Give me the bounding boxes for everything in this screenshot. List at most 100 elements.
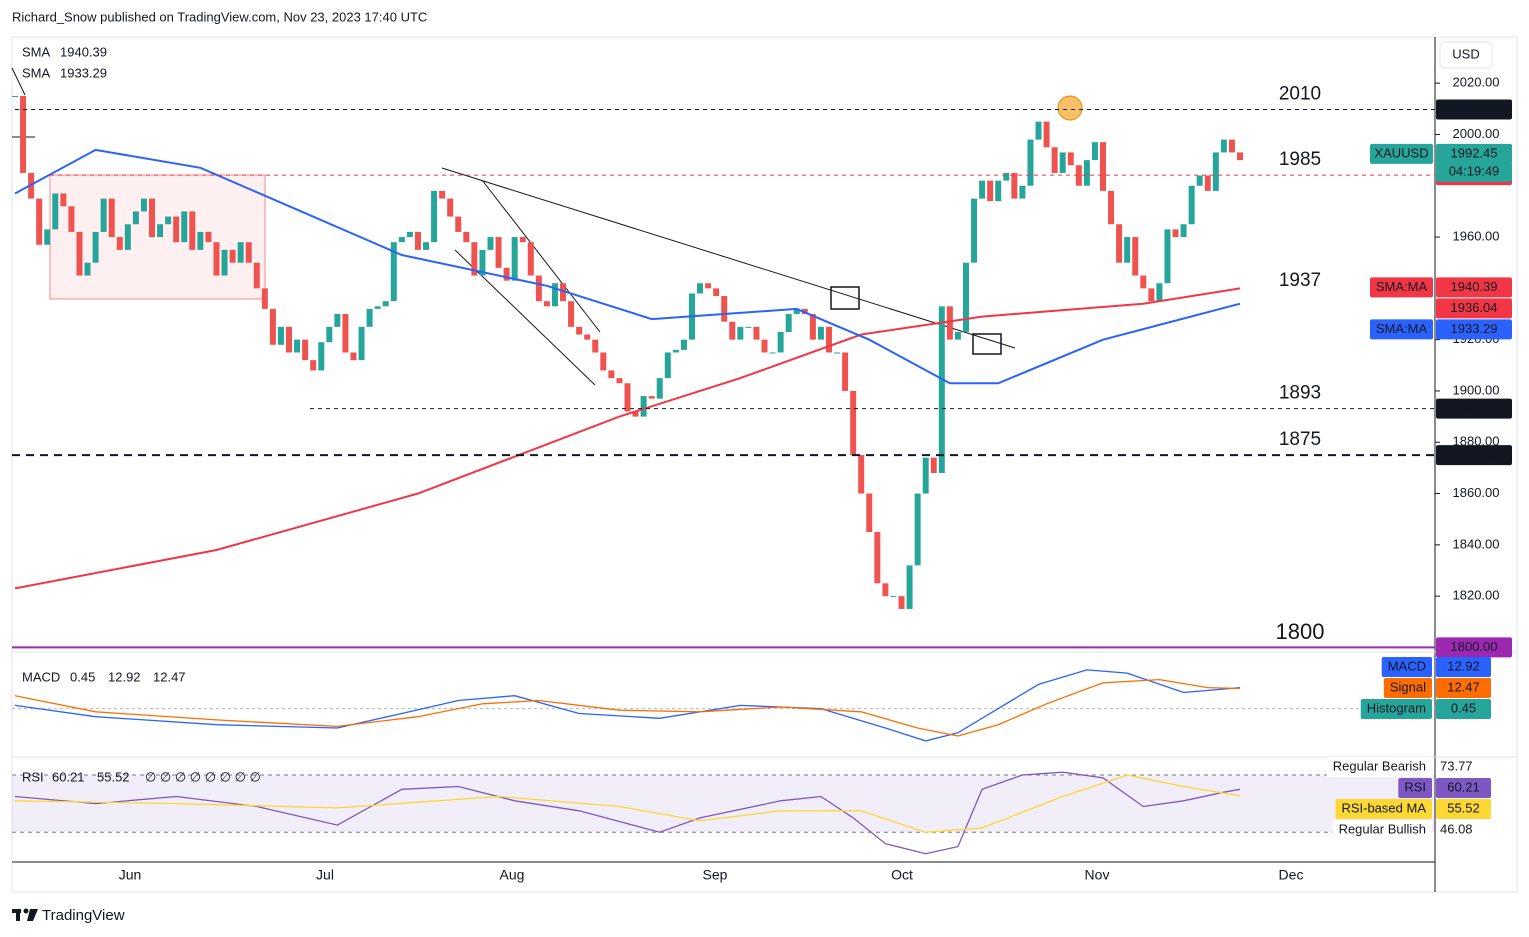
y-tick-label: 1900.00 <box>1453 382 1500 397</box>
candle <box>1220 139 1227 153</box>
candle <box>261 288 268 309</box>
candle <box>858 455 865 494</box>
badge-name: MACD <box>1388 658 1426 673</box>
legend-value: 60.21 <box>52 769 85 784</box>
candle <box>850 390 857 456</box>
badge-bg <box>1335 799 1432 819</box>
trend-line <box>11 67 26 96</box>
candle <box>189 211 196 250</box>
price-badge <box>1436 657 1491 677</box>
candle <box>1140 275 1147 289</box>
candle <box>769 352 776 354</box>
candle <box>310 360 317 371</box>
candle <box>213 242 220 276</box>
candle <box>1148 288 1155 302</box>
candle <box>906 565 913 609</box>
candle <box>463 231 470 243</box>
candle <box>1075 165 1082 186</box>
candle <box>1051 147 1058 173</box>
price-badge-label: SMA:MA <box>1376 279 1428 294</box>
price-badge-label: 55.52 <box>1447 800 1480 815</box>
candle <box>560 283 567 302</box>
badge-bg <box>1332 820 1432 840</box>
badge-bg <box>1381 657 1432 677</box>
candle <box>834 352 841 354</box>
series-line <box>14 771 1241 855</box>
x-tick-label: Jul <box>316 867 334 883</box>
price-badge <box>1436 298 1512 319</box>
price-badge-label: 1992.45 <box>1451 145 1498 160</box>
candle <box>640 396 647 417</box>
candle <box>487 237 494 250</box>
candle <box>664 352 671 379</box>
candle <box>116 237 123 250</box>
candle <box>1059 152 1066 173</box>
candle <box>511 237 518 281</box>
candle <box>962 262 969 332</box>
price-badge-label: 1893.12 <box>1451 400 1498 415</box>
highlight-circle <box>1057 95 1083 121</box>
candle <box>132 211 139 225</box>
candle <box>390 242 397 302</box>
badge-bg <box>1360 699 1432 719</box>
candle <box>785 314 792 332</box>
price-badge <box>1436 678 1491 698</box>
candle <box>205 231 212 243</box>
candle <box>946 306 953 340</box>
x-tick-label: Oct <box>891 867 913 883</box>
candle <box>882 583 889 597</box>
brand: TradingView <box>42 907 125 924</box>
candle <box>100 198 107 232</box>
badge-name: RSI <box>1404 779 1426 794</box>
price-badge <box>1436 778 1491 798</box>
candle <box>842 352 849 391</box>
candle <box>165 216 172 225</box>
price-badge <box>1436 161 1512 182</box>
candle <box>656 378 663 399</box>
candle <box>729 321 736 340</box>
candle <box>1228 139 1235 153</box>
legend-value: 1940.39 <box>60 44 107 59</box>
candle <box>1067 152 1074 166</box>
candle <box>1091 142 1098 161</box>
candle <box>1204 175 1211 191</box>
price-badge-label: XAUUSD <box>1374 145 1428 160</box>
candle <box>350 352 357 361</box>
candle <box>979 180 986 199</box>
candle <box>447 198 454 217</box>
candle <box>745 326 752 328</box>
candle <box>971 198 978 263</box>
candle <box>680 339 687 350</box>
candle <box>616 378 623 384</box>
badge-name: Regular Bearish <box>1333 758 1426 773</box>
candle <box>1003 172 1010 181</box>
candle <box>423 242 430 250</box>
candle <box>221 249 228 276</box>
candle <box>237 242 244 263</box>
candle <box>108 198 115 238</box>
trend-line <box>454 249 596 386</box>
level-label: 1893 <box>1279 383 1321 404</box>
candle <box>817 326 824 340</box>
candle <box>342 314 349 353</box>
legend-name: RSI <box>22 769 44 784</box>
candle <box>713 288 720 297</box>
price-badge-label: 2009.75 <box>1451 101 1498 116</box>
candle <box>600 352 607 371</box>
price-badge-label: 0.45 <box>1451 700 1476 715</box>
candle <box>1035 121 1042 140</box>
candle <box>1027 139 1034 186</box>
legend-value: 0.45 <box>70 669 95 684</box>
price-badge-label: 1933.29 <box>1451 321 1498 336</box>
currency-button[interactable] <box>1439 41 1493 69</box>
badge-bg <box>1383 678 1432 698</box>
logo-part <box>27 909 38 921</box>
candle <box>1019 185 1026 199</box>
legend-name: SMA <box>22 44 51 59</box>
candle <box>253 262 260 289</box>
y-tick-label: 1820.00 <box>1453 588 1500 603</box>
candle <box>197 231 204 250</box>
candle <box>721 296 728 322</box>
candle <box>124 224 131 250</box>
